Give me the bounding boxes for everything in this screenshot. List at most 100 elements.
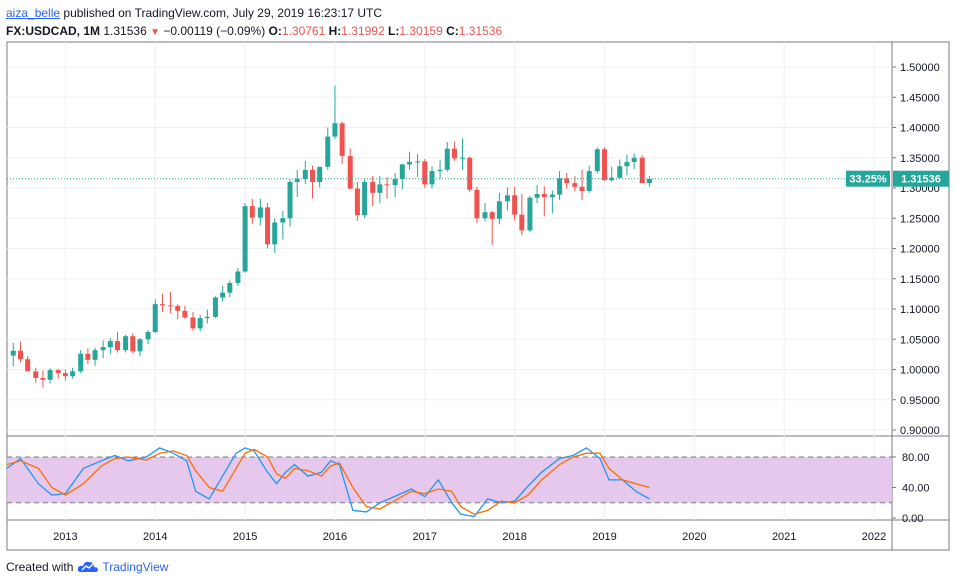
candle-up: [70, 371, 76, 377]
candle-up: [204, 316, 210, 319]
candle-up: [444, 148, 450, 170]
price-tick-label: 1.15000: [900, 274, 940, 286]
candle-up: [415, 161, 421, 163]
down-arrow-icon: ▼: [150, 27, 160, 38]
price-tick-label: 0.90000: [900, 425, 940, 437]
candle-down: [249, 206, 255, 218]
candle-up: [197, 318, 203, 329]
time-tick-label: 2016: [323, 531, 347, 543]
low-value: 1.30159: [399, 24, 443, 38]
candle-down: [40, 377, 46, 380]
candle-down: [55, 370, 61, 374]
price-tick-label: 1.00000: [900, 365, 940, 377]
price-tick-label: 1.05000: [900, 334, 940, 346]
candle-up: [594, 149, 600, 172]
time-tick-label: 2021: [772, 531, 796, 543]
price-grid: [7, 42, 892, 436]
candle-up: [609, 177, 615, 181]
candle-down: [85, 353, 91, 360]
candle-down: [130, 336, 136, 352]
candle-down: [168, 305, 174, 307]
candle-down: [519, 214, 525, 231]
candle-down: [347, 155, 353, 189]
low-label: L:: [388, 24, 400, 38]
candle-down: [467, 157, 473, 190]
tradingview-logo[interactable]: TradingView: [77, 560, 168, 574]
footer: Created with TradingView: [6, 560, 168, 574]
author-link[interactable]: aiza_belle: [6, 6, 61, 20]
overbought-oversold-band: [7, 457, 892, 503]
candle-up: [47, 370, 53, 380]
candle-up: [392, 178, 398, 185]
oscillator-series: [6, 447, 892, 518]
candle-up: [317, 166, 323, 182]
price-badge-bg: [893, 170, 949, 187]
publish-info: aiza_belle published on TradingView.com,…: [6, 4, 502, 22]
candle-down: [564, 178, 570, 184]
candle-up: [504, 195, 510, 202]
candle-up: [460, 157, 466, 159]
candle-down: [265, 207, 271, 245]
candle-up: [10, 350, 16, 356]
candle-down: [182, 310, 188, 318]
candle-down: [339, 123, 345, 156]
candle-up: [92, 350, 98, 360]
candle-up: [137, 339, 143, 352]
candle-up: [302, 169, 308, 179]
price-axis: 1.500001.450001.400001.350001.300001.250…: [892, 62, 940, 437]
candle-up: [280, 218, 286, 223]
published-text: published on TradingView.com, July 29, 2…: [63, 6, 383, 20]
price-tick-label: 1.40000: [900, 123, 940, 135]
oscillator-d-line: [6, 448, 650, 515]
percent-badge-bg: [846, 170, 890, 187]
candle-down: [541, 194, 547, 198]
time-tick-label: 2020: [682, 531, 706, 543]
candle-down: [451, 148, 457, 159]
candle-down: [474, 189, 480, 219]
candle-down: [25, 359, 31, 372]
candle-up: [399, 164, 405, 179]
candle-down: [33, 371, 39, 378]
candle-up: [145, 331, 151, 340]
candle-up: [287, 181, 293, 219]
candle-down: [159, 304, 165, 306]
price-change: −0.00119 (−0.09%): [163, 24, 266, 38]
candle-down: [384, 184, 390, 186]
price-tick-label: 0.95000: [900, 395, 940, 407]
time-tick-label: 2018: [502, 531, 526, 543]
candle-down: [422, 161, 428, 185]
candle-down: [175, 305, 181, 311]
percent-badge-text: 33.25%: [849, 174, 887, 186]
candle-up: [586, 171, 592, 192]
oscillator-tick-label: 0.00: [902, 513, 923, 525]
candle-up: [362, 181, 368, 216]
oscillator-tick-label: 80.00: [902, 452, 930, 464]
candle-up: [617, 166, 623, 178]
candle-up: [496, 201, 502, 219]
candle-up: [227, 282, 233, 293]
candle-down: [62, 373, 68, 377]
open-value: 1.30761: [281, 24, 326, 38]
chart-header: aiza_belle published on TradingView.com,…: [6, 4, 502, 42]
price-tick-label: 1.45000: [900, 92, 940, 104]
tradingview-cloud-icon: [78, 561, 99, 572]
last-price-badge: 33.25% 1.31536: [846, 170, 949, 187]
candle-up: [549, 194, 555, 198]
candle-up: [212, 297, 218, 317]
candle-up: [220, 292, 226, 298]
candle-up: [407, 161, 413, 165]
symbol-label: FX:USDCAD, 1M: [6, 24, 101, 38]
price-tick-label: 1.25000: [900, 213, 940, 225]
outer-border: [6, 41, 950, 551]
candle-up: [429, 171, 435, 185]
oscillator-axis: 0.00 40.00 80.00: [892, 452, 930, 525]
candle-up: [78, 353, 84, 372]
time-tick-label: 2017: [413, 531, 437, 543]
candle-down: [370, 181, 376, 193]
candle-down: [354, 188, 360, 216]
candle-up: [272, 222, 278, 245]
candle-up: [534, 194, 540, 198]
candle-down: [190, 317, 196, 329]
price-tick-label: 1.50000: [900, 62, 940, 74]
